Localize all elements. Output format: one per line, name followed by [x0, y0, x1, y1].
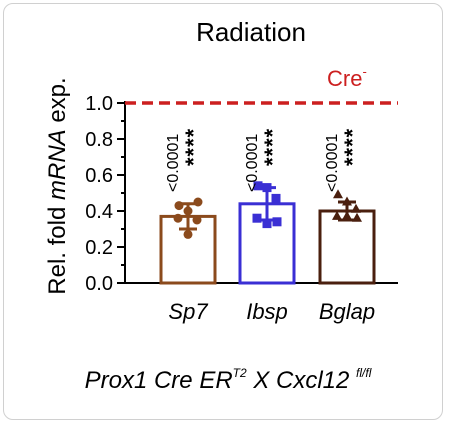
p-value-label: <0.0001	[165, 134, 182, 192]
data-point	[333, 189, 343, 199]
reference-line-group: Cre-	[125, 64, 398, 105]
footer-part-1: Prox1 Cre ER	[85, 367, 233, 394]
data-point	[332, 210, 342, 220]
y-tick-label: 0.8	[85, 129, 113, 151]
data-point	[193, 197, 203, 207]
y-axis-label-part-2: mRNA	[44, 129, 71, 200]
y-tick-label: 0.4	[85, 201, 113, 223]
panel-border	[3, 3, 443, 420]
y-axis-label-part-3: exp.	[44, 77, 71, 129]
footer-part-2: X Cxcl12	[247, 367, 356, 394]
genotype-footer: Prox1 Cre ERT2 X Cxcl12 fl/fl	[85, 366, 372, 394]
data-point	[342, 196, 352, 206]
chart-title: Radiation	[196, 17, 306, 47]
data-point	[183, 229, 193, 239]
significance-stars: ****	[340, 128, 365, 166]
data-point	[271, 193, 281, 203]
footer-sup-1: T2	[233, 366, 247, 380]
y-axis-label-part-1: Rel. fold	[44, 200, 71, 295]
data-point	[174, 201, 184, 211]
x-tick-labels: Sp7 Ibsp Bglap	[168, 299, 375, 324]
data-point	[183, 206, 193, 216]
x-tick-label-sp7: Sp7	[168, 299, 208, 324]
y-tick-label: 0.0	[85, 273, 113, 295]
x-tick-label-bglap: Bglap	[319, 299, 375, 324]
data-point	[262, 183, 272, 193]
data-point	[352, 212, 362, 222]
data-point	[253, 181, 263, 191]
bar-bglap	[318, 209, 376, 285]
p-value-label: <0.0001	[324, 134, 341, 192]
y-tick-label: 0.2	[85, 237, 113, 259]
reference-label: Cre-	[327, 64, 367, 91]
y-tick-label: 1.0	[85, 93, 113, 115]
y-ticks: 0.0 0.2 0.4 0.6 0.8 1.0	[85, 93, 125, 295]
data-point	[252, 213, 262, 223]
data-point	[173, 213, 183, 223]
annotations: <0.0001 **** <0.0001 **** <0.0001 ****	[165, 128, 365, 192]
data-point	[342, 210, 352, 220]
x-tick-label-ibsp: Ibsp	[246, 299, 288, 324]
bars	[159, 181, 376, 285]
significance-stars: ****	[260, 128, 285, 166]
data-point	[351, 203, 361, 213]
p-value-label: <0.0001	[244, 134, 261, 192]
footer-sup-2: fl/fl	[356, 366, 372, 380]
data-point	[272, 217, 282, 227]
data-point	[262, 219, 272, 229]
data-point	[192, 215, 202, 225]
y-axis-label: Rel. fold mRNA exp.	[44, 77, 71, 294]
significance-stars: ****	[181, 128, 206, 166]
y-tick-label: 0.6	[85, 165, 113, 187]
